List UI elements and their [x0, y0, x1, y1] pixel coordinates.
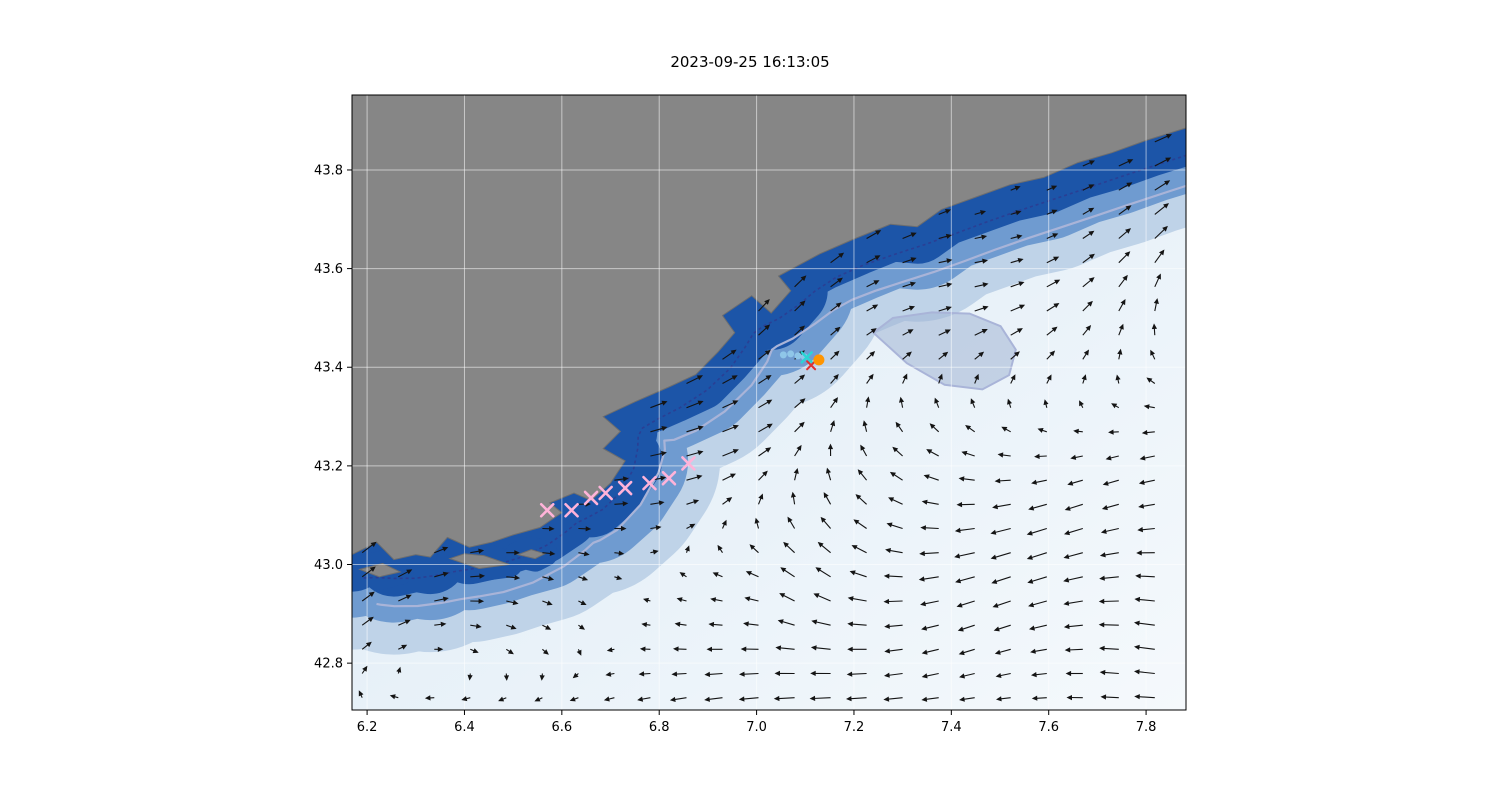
red-x-marker — [806, 360, 817, 371]
gridlines — [352, 95, 1186, 710]
land-mass — [352, 95, 1186, 561]
map-layers — [352, 95, 1186, 710]
island — [358, 562, 402, 578]
x-tick-label: 7.8 — [1136, 720, 1157, 735]
y-tick-label: 43.2 — [314, 459, 343, 474]
axes-frame — [351, 94, 1187, 711]
y-tick-label: 43.8 — [314, 163, 343, 178]
current-arrows — [358, 134, 1172, 702]
island — [516, 549, 547, 560]
x-tick-label: 7.4 — [941, 720, 962, 735]
pink-x-track — [539, 456, 696, 518]
y-tick-label: 43.0 — [314, 558, 343, 573]
x-tick-label: 6.4 — [454, 720, 475, 735]
y-tick-label: 43.4 — [314, 361, 343, 376]
x-tick-label: 7.2 — [844, 720, 865, 735]
x-tick-label: 7.0 — [746, 720, 767, 735]
x-tick-label: 6.8 — [649, 720, 670, 735]
cyan-x-marker — [800, 351, 813, 364]
y-tick-label: 42.8 — [314, 657, 343, 672]
x-tick-label: 7.6 — [1038, 720, 1059, 735]
chart-title: 2023-09-25 16:13:05 — [670, 53, 830, 71]
lavender-isobath-contour — [376, 184, 1186, 608]
axis-ticks: 6.2 6.4 6.6 6.8 7.0 7.2 7.4 7.6 7.8 42.8 43.0 43.2 4… — [314, 163, 1156, 735]
y-tick-label: 43.6 — [314, 262, 343, 277]
x-tick-label: 6.2 — [357, 720, 378, 735]
orange-dot-marker — [813, 354, 825, 366]
x-tick-label: 6.6 — [551, 720, 572, 735]
